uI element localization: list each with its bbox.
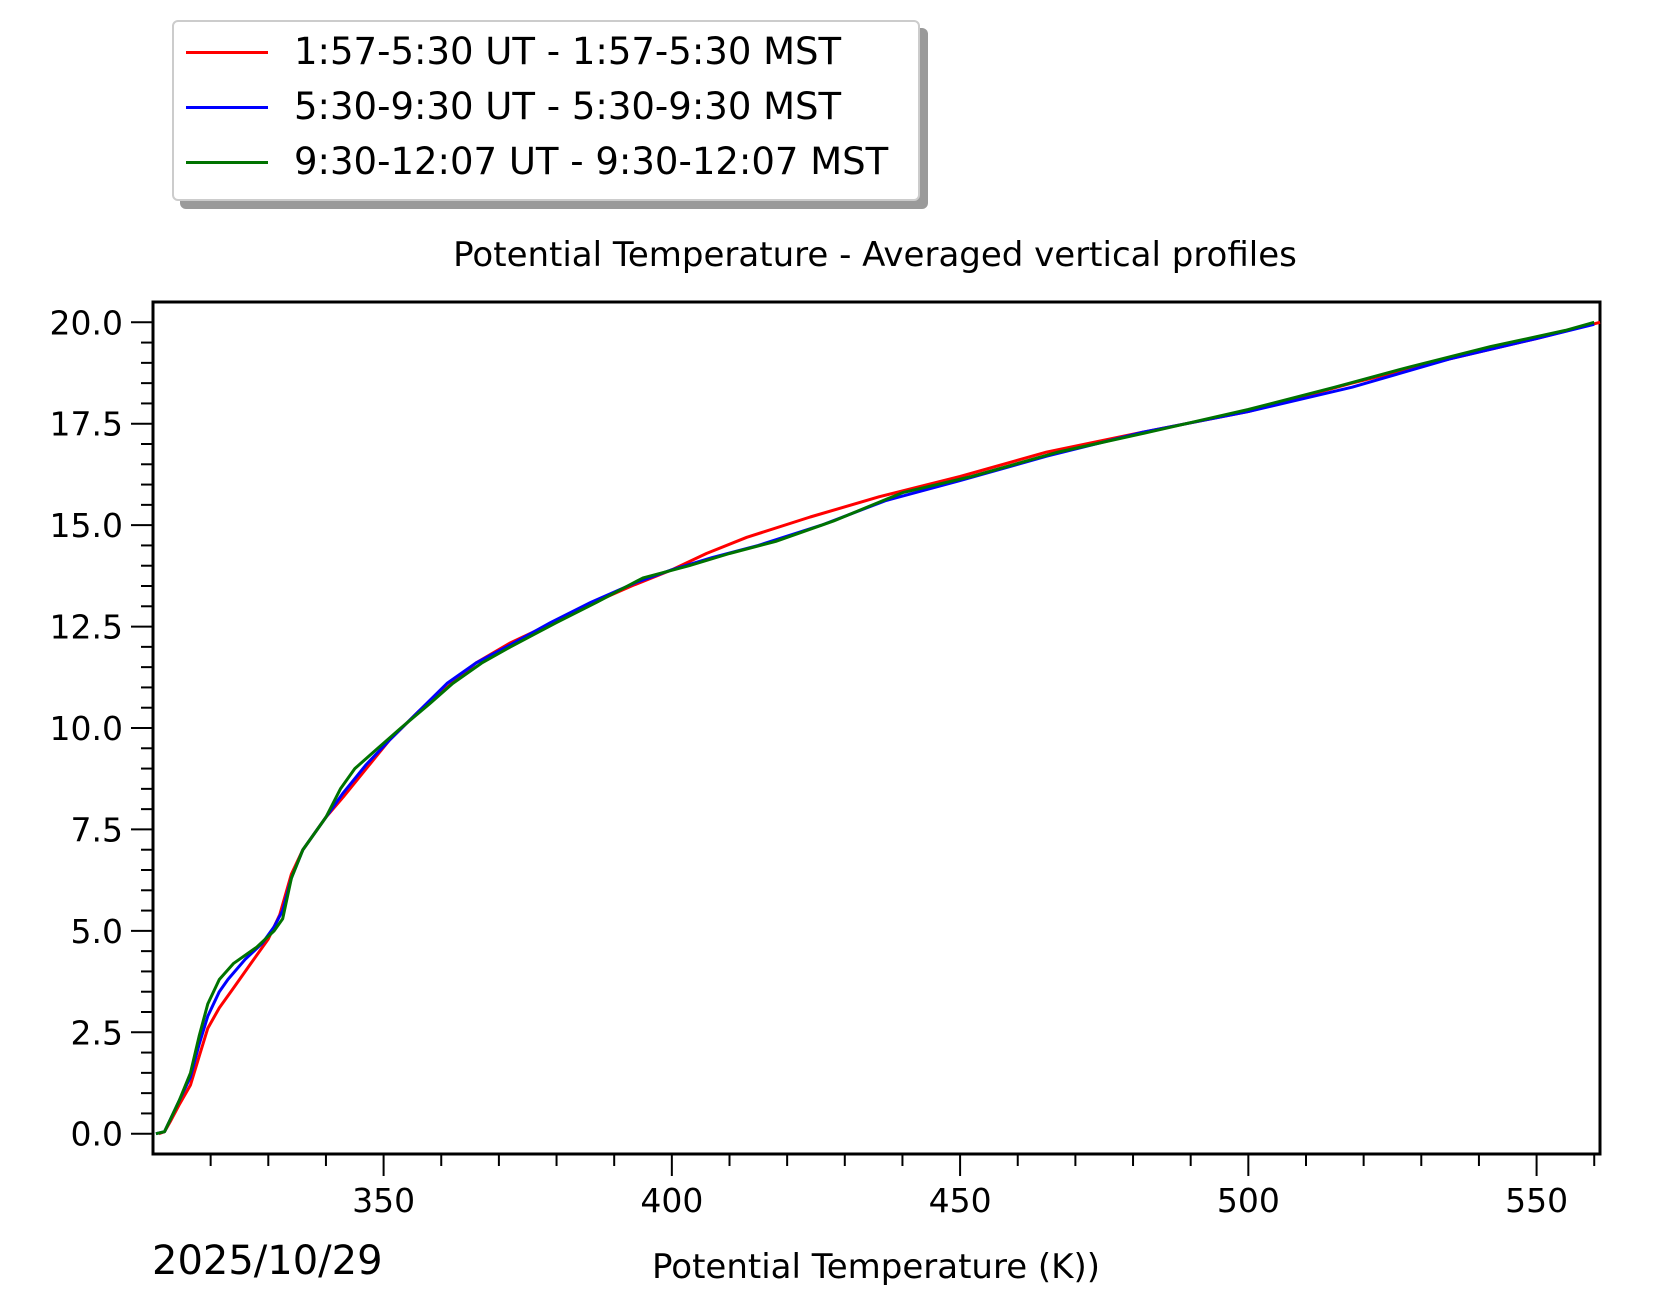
series-lines bbox=[155, 320, 1601, 1136]
legend-label: 1:57-5:30 UT - 1:57-5:30 MST bbox=[294, 30, 842, 73]
y-tick-label: 7.5 bbox=[71, 810, 123, 849]
legend-swatch bbox=[186, 51, 268, 54]
x-tick-label: 450 bbox=[929, 1181, 992, 1220]
y-tick-label: 20.0 bbox=[50, 303, 123, 342]
legend-swatch bbox=[186, 106, 268, 109]
x-tick-label: 500 bbox=[1217, 1181, 1280, 1220]
x-tick-label: 400 bbox=[640, 1181, 703, 1220]
x-tick-label: 550 bbox=[1505, 1181, 1568, 1220]
series-line-1 bbox=[158, 320, 1601, 1136]
y-tick-label: 5.0 bbox=[71, 912, 123, 951]
y-tick-label: 2.5 bbox=[71, 1013, 123, 1052]
y-tick-label: 0.0 bbox=[71, 1115, 123, 1154]
y-axis: 0.0 2.5 5.0 7.5 10.0 12.5 15.0 17.5 20.0 bbox=[50, 303, 153, 1154]
series-line-2 bbox=[155, 322, 1595, 1136]
plot-frame bbox=[151, 300, 1602, 1156]
x-tick-label: 350 bbox=[352, 1181, 415, 1220]
x-axis: 350 400 450 500 550 bbox=[209, 1154, 1596, 1220]
legend-entry: 1:57-5:30 UT - 1:57-5:30 MST bbox=[174, 32, 918, 72]
x-axis-label: Potential Temperature (K)) bbox=[652, 1247, 1100, 1287]
chart-title: Potential Temperature - Averaged vertica… bbox=[453, 235, 1297, 275]
legend: 1:57-5:30 UT - 1:57-5:30 MST 5:30-9:30 U… bbox=[172, 20, 920, 201]
series-line-3 bbox=[155, 320, 1595, 1136]
legend-label: 5:30-9:30 UT - 5:30-9:30 MST bbox=[294, 85, 842, 128]
y-tick-label: 15.0 bbox=[50, 506, 123, 545]
legend-label: 9:30-12:07 UT - 9:30-12:07 MST bbox=[294, 140, 889, 183]
legend-swatch bbox=[186, 161, 268, 164]
y-tick-label: 17.5 bbox=[50, 405, 123, 444]
y-tick-label: 12.5 bbox=[50, 608, 123, 647]
y-tick-label: 10.0 bbox=[50, 709, 123, 748]
date-label: 2025/10/29 bbox=[152, 1238, 383, 1284]
legend-entry: 9:30-12:07 UT - 9:30-12:07 MST bbox=[174, 142, 918, 182]
legend-entry: 5:30-9:30 UT - 5:30-9:30 MST bbox=[174, 87, 918, 127]
